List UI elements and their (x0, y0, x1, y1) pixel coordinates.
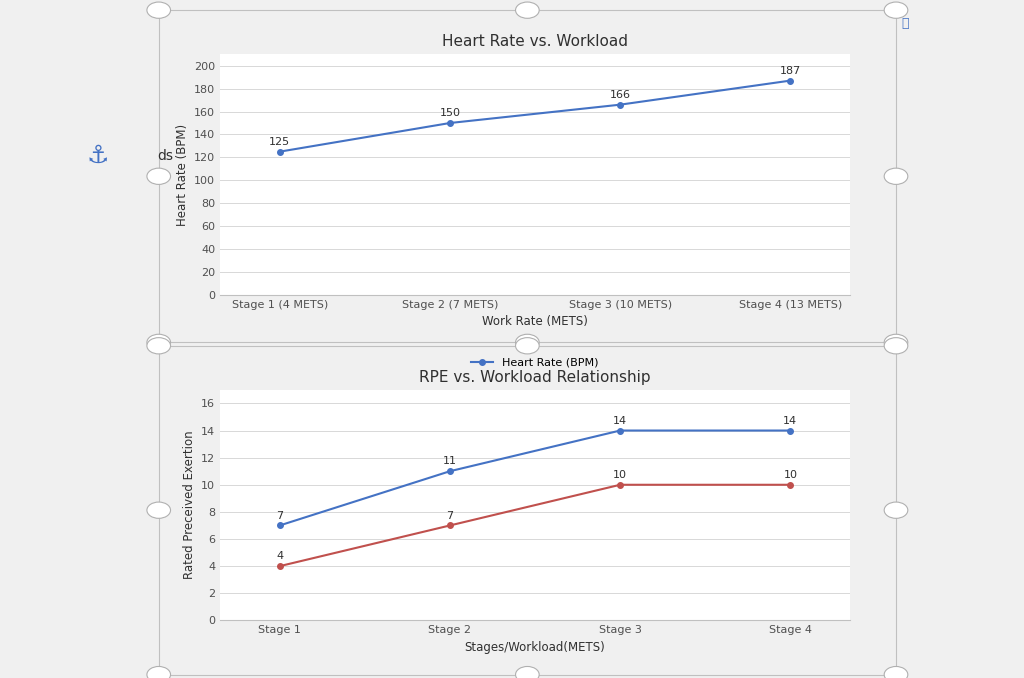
Circle shape (146, 502, 171, 519)
Circle shape (884, 168, 908, 184)
Circle shape (515, 666, 540, 678)
Circle shape (884, 666, 908, 678)
Circle shape (884, 338, 908, 354)
Title: RPE vs. Workload Relationship: RPE vs. Workload Relationship (419, 370, 651, 384)
Text: 166: 166 (609, 89, 631, 100)
Circle shape (146, 666, 171, 678)
Y-axis label: Rated Preceived Exertion: Rated Preceived Exertion (182, 431, 196, 580)
Circle shape (146, 2, 171, 18)
X-axis label: Work Rate (METS): Work Rate (METS) (482, 315, 588, 328)
Text: ⚓: ⚓ (87, 144, 110, 168)
Circle shape (515, 334, 540, 351)
Text: 10: 10 (613, 470, 627, 480)
X-axis label: Stages/Workload(METS): Stages/Workload(METS) (465, 641, 605, 654)
Text: 187: 187 (779, 66, 801, 76)
Text: 125: 125 (269, 137, 290, 146)
Text: 14: 14 (783, 416, 798, 426)
Circle shape (146, 168, 171, 184)
Circle shape (884, 2, 908, 18)
Title: Heart Rate vs. Workload: Heart Rate vs. Workload (442, 34, 628, 49)
Circle shape (884, 502, 908, 519)
Y-axis label: Heart Rate (BPM): Heart Rate (BPM) (176, 123, 188, 226)
Circle shape (146, 334, 171, 351)
Text: 14: 14 (613, 416, 628, 426)
Legend: Heart Rate (BPM): Heart Rate (BPM) (467, 353, 603, 372)
Text: 11: 11 (443, 456, 457, 466)
Text: 7: 7 (276, 511, 284, 521)
Circle shape (515, 2, 540, 18)
Circle shape (146, 338, 171, 354)
Text: 10: 10 (783, 470, 798, 480)
Circle shape (884, 334, 908, 351)
Circle shape (515, 338, 540, 354)
Text: 150: 150 (439, 108, 461, 118)
Text: 4: 4 (276, 551, 284, 561)
Text: 📊: 📊 (901, 17, 908, 30)
Text: ds: ds (157, 149, 173, 163)
Text: 7: 7 (446, 511, 454, 521)
